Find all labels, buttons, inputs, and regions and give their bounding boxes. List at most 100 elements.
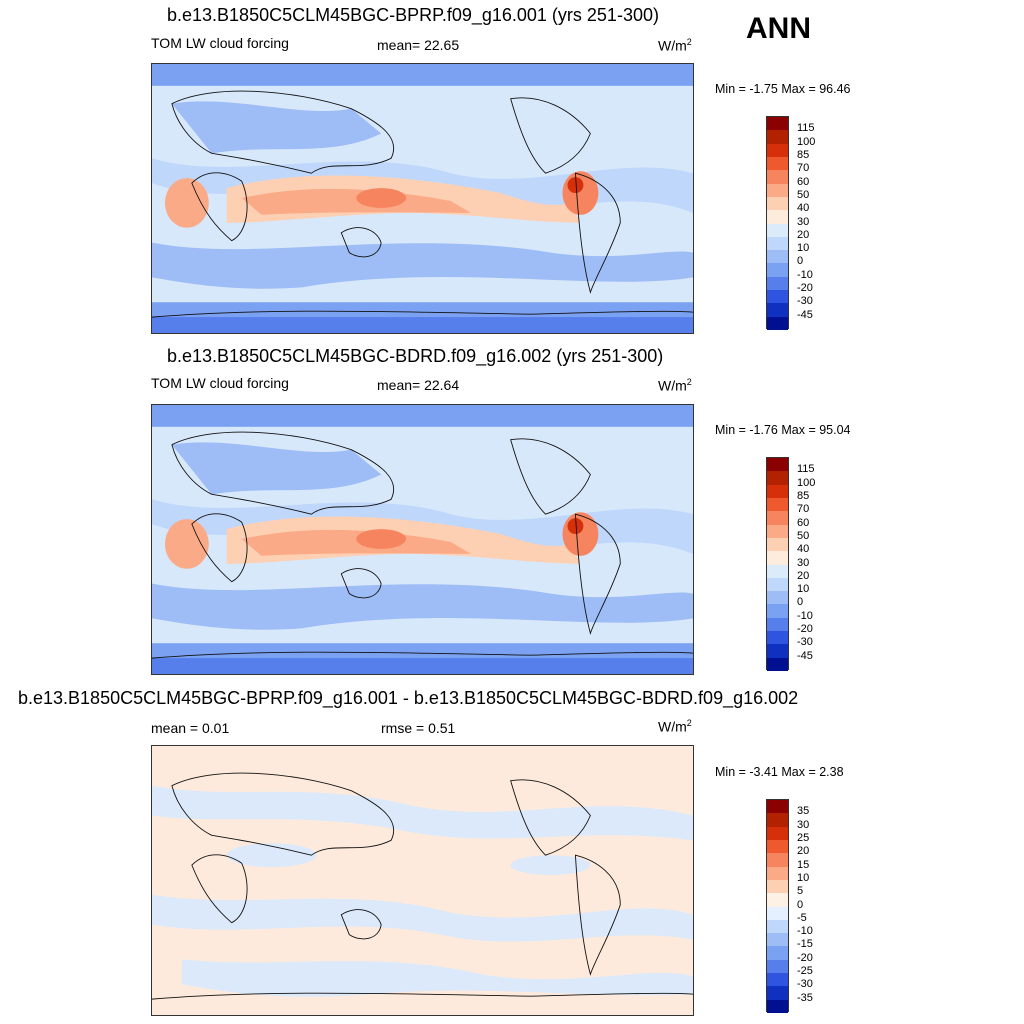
colorbar-segment (767, 986, 788, 1000)
colorbar-segment (767, 866, 788, 880)
colorbar-segment (767, 999, 788, 1013)
colorbar-segment (767, 484, 788, 498)
colorbar-tick-label: 5 (797, 885, 804, 898)
colorbar-tick-label: 10 (797, 871, 810, 884)
colorbar-tick-label: 50 (797, 188, 810, 201)
colorbar-tick-label: 40 (797, 202, 810, 215)
colorbar-segment (767, 130, 788, 144)
colorbar-segment (767, 524, 788, 538)
panel-1-minmax: Min = -1.75 Max = 96.46 (715, 82, 851, 96)
colorbar-tick-label: -20 (797, 951, 813, 964)
colorbar-segment (767, 919, 788, 934)
colorbar-tick-label: 35 (797, 805, 810, 818)
panel-3-minmax: Min = -3.41 Max = 2.38 (715, 765, 844, 779)
colorbar-tick-label: 30 (797, 215, 810, 228)
panel-3-mean-label: mean = 0.01 (151, 720, 230, 736)
colorbar-tick-label: -5 (797, 911, 807, 924)
colorbar-segment (767, 973, 788, 987)
colorbar-tick-label: 85 (797, 489, 810, 502)
colorbar-segment (767, 577, 788, 592)
colorbar-tick-label: 85 (797, 148, 810, 161)
panel-1-title: b.e13.B1850C5CLM45BGC-BPRP.f09_g16.001 (… (167, 5, 659, 25)
colorbar-tick-label: 0 (797, 255, 804, 268)
colorbar-segment (767, 933, 788, 947)
colorbar-tick-label: 115 (797, 463, 815, 476)
colorbar-tick-label: -10 (797, 925, 813, 938)
colorbar-tick-label: -30 (797, 295, 813, 308)
colorbar-tick-label: 15 (797, 858, 810, 871)
panel-2-map (151, 404, 694, 675)
colorbar-segment (767, 210, 788, 224)
panel-1-units: W/m2 (658, 37, 692, 54)
colorbar-segment (767, 458, 788, 472)
colorbar-tick-label: 40 (797, 543, 810, 556)
colorbar-segment (767, 826, 788, 840)
colorbar-tick-label: -35 (797, 991, 813, 1004)
colorbar-tick-label: 20 (797, 569, 810, 582)
panel-2-units: W/m2 (658, 377, 692, 394)
colorbar-segment (767, 839, 788, 854)
colorbar-tick-label: 70 (797, 503, 810, 516)
colorbar-segment (767, 959, 788, 974)
colorbar-tick-label: -20 (797, 623, 813, 636)
panel-3-colorbar (766, 799, 789, 1013)
colorbar-segment (767, 537, 788, 552)
contour-map-graphic (152, 405, 693, 674)
colorbar-tick-label: 60 (797, 516, 810, 529)
colorbar-segment (767, 183, 788, 197)
colorbar-segment (767, 316, 788, 330)
panel-1-colorbar (766, 116, 789, 330)
colorbar-segment (767, 263, 788, 277)
colorbar-segment (767, 591, 788, 605)
colorbar-segment (767, 604, 788, 618)
colorbar-tick-label: -45 (797, 649, 813, 662)
colorbar-tick-label: -15 (797, 938, 813, 951)
colorbar-tick-label: 0 (797, 898, 804, 911)
colorbar-segment (767, 631, 788, 645)
colorbar-segment (767, 853, 788, 867)
colorbar-segment (767, 813, 788, 827)
colorbar-segment (767, 117, 788, 131)
panel-3-rmse-label: rmse = 0.51 (381, 720, 456, 736)
panel-2-variable-label: TOM LW cloud forcing (151, 375, 289, 391)
colorbar-segment (767, 906, 788, 920)
colorbar-segment (767, 644, 788, 658)
colorbar-segment (767, 879, 788, 894)
panel-1-variable-label: TOM LW cloud forcing (151, 35, 289, 51)
colorbar-segment (767, 800, 788, 814)
colorbar-segment (767, 564, 788, 578)
colorbar-segment (767, 303, 788, 317)
colorbar-tick-label: 10 (797, 583, 810, 596)
colorbar-tick-label: 115 (797, 122, 815, 135)
colorbar-tick-label: 70 (797, 162, 810, 175)
colorbar-tick-label: -45 (797, 308, 813, 321)
panel-1-map (151, 63, 694, 334)
colorbar-segment (767, 893, 788, 907)
colorbar-tick-label: -10 (797, 268, 813, 281)
colorbar-segment (767, 223, 788, 237)
colorbar-tick-label: 30 (797, 818, 810, 831)
contour-map-graphic (152, 64, 693, 333)
colorbar-segment (767, 276, 788, 291)
colorbar-tick-label: -30 (797, 978, 813, 991)
colorbar-segment (767, 551, 788, 565)
colorbar-segment (767, 946, 788, 960)
panel-2-mean-label: mean= 22.64 (377, 377, 460, 393)
colorbar-segment (767, 170, 788, 184)
panel-3-units: W/m2 (658, 718, 692, 735)
colorbar-segment (767, 617, 788, 632)
panel-3-map (151, 745, 694, 1016)
colorbar-segment (767, 236, 788, 251)
colorbar-tick-label: 50 (797, 529, 810, 542)
colorbar-segment (767, 471, 788, 485)
colorbar-segment (767, 196, 788, 211)
colorbar-tick-label: -25 (797, 965, 813, 978)
colorbar-tick-label: -20 (797, 282, 813, 295)
colorbar-tick-label: 100 (797, 135, 816, 148)
contour-map-graphic (152, 746, 693, 1015)
colorbar-tick-label: 100 (797, 476, 816, 489)
colorbar-tick-label: 30 (797, 556, 810, 569)
panel-1-mean-label: mean= 22.65 (377, 37, 460, 53)
colorbar-segment (767, 657, 788, 671)
colorbar-segment (767, 250, 788, 264)
